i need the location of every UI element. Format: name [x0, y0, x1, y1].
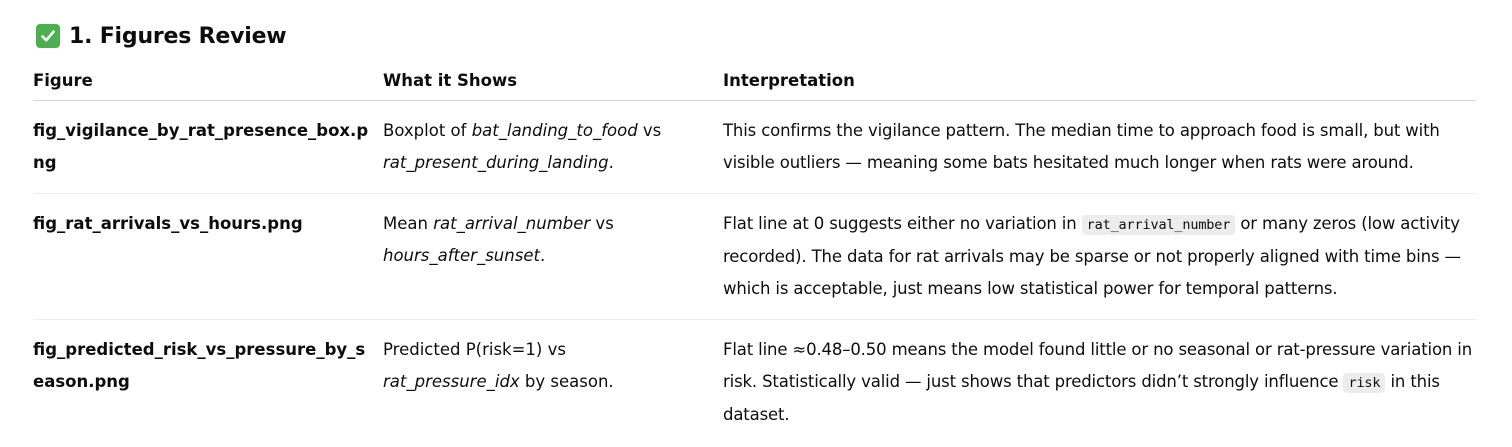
description-text: Boxplot of [383, 121, 472, 140]
variable-name: bat_landing_to_food [471, 121, 638, 140]
inline-code: risk [1343, 373, 1386, 393]
table-header-row: Figure What it Shows Interpretation [33, 62, 1476, 101]
figure-interpretation: Flat line ≈0.48–0.50 means the model fou… [723, 320, 1476, 446]
column-header-interpretation: Interpretation [723, 62, 1476, 101]
description-text: by season. [519, 372, 614, 391]
description-text: vs [590, 214, 614, 233]
table-row: fig_rat_arrivals_vs_hours.png Mean rat_a… [33, 193, 1476, 320]
variable-name: hours_after_sunset [383, 246, 540, 265]
figures-review-table: Figure What it Shows Interpretation fig_… [33, 62, 1476, 445]
description-text: . [608, 153, 614, 172]
interpretation-text: Flat line ≈0.48–0.50 means the model fou… [723, 340, 1473, 391]
interpretation-text: or many zeros (low activity recorded). T… [723, 214, 1461, 298]
inline-code: rat_arrival_number [1081, 215, 1236, 235]
variable-name: rat_present_during_landing [383, 153, 609, 172]
table-row: fig_predicted_risk_vs_pressure_by_season… [33, 320, 1476, 446]
column-header-what-it-shows: What it Shows [383, 62, 723, 101]
variable-name: rat_arrival_number [433, 214, 591, 233]
table-row: fig_vigilance_by_rat_presence_box.png Bo… [33, 100, 1476, 194]
column-header-figure: Figure [33, 62, 383, 101]
section-heading: 1. Figures Review [36, 20, 287, 52]
section-title: 1. Figures Review [69, 23, 287, 49]
interpretation-text: in this dataset. [723, 372, 1440, 424]
figure-description: Mean rat_arrival_number vs hours_after_s… [383, 193, 723, 320]
figure-filename: fig_rat_arrivals_vs_hours.png [33, 193, 383, 320]
variable-name: rat_pressure_idx [383, 372, 520, 391]
figure-filename: fig_vigilance_by_rat_presence_box.png [33, 100, 383, 194]
description-text: vs [637, 121, 662, 140]
interpretation-text: This confirms the vigilance pattern. The… [723, 121, 1440, 172]
check-mark-button-icon [36, 24, 60, 48]
figure-interpretation: This confirms the vigilance pattern. The… [723, 100, 1476, 194]
description-text: Mean [383, 214, 434, 233]
description-text: . [539, 246, 546, 265]
figure-description: Boxplot of bat_landing_to_food vs rat_pr… [383, 100, 723, 194]
figure-description: Predicted P(risk=1) vs rat_pressure_idx … [383, 320, 723, 446]
figure-filename: fig_predicted_risk_vs_pressure_by_season… [33, 340, 366, 391]
description-text: Predicted P(risk=1) vs [383, 340, 566, 359]
interpretation-text: Flat line at 0 suggests either no variat… [723, 214, 1082, 233]
figure-interpretation: Flat line at 0 suggests either no variat… [723, 193, 1476, 320]
